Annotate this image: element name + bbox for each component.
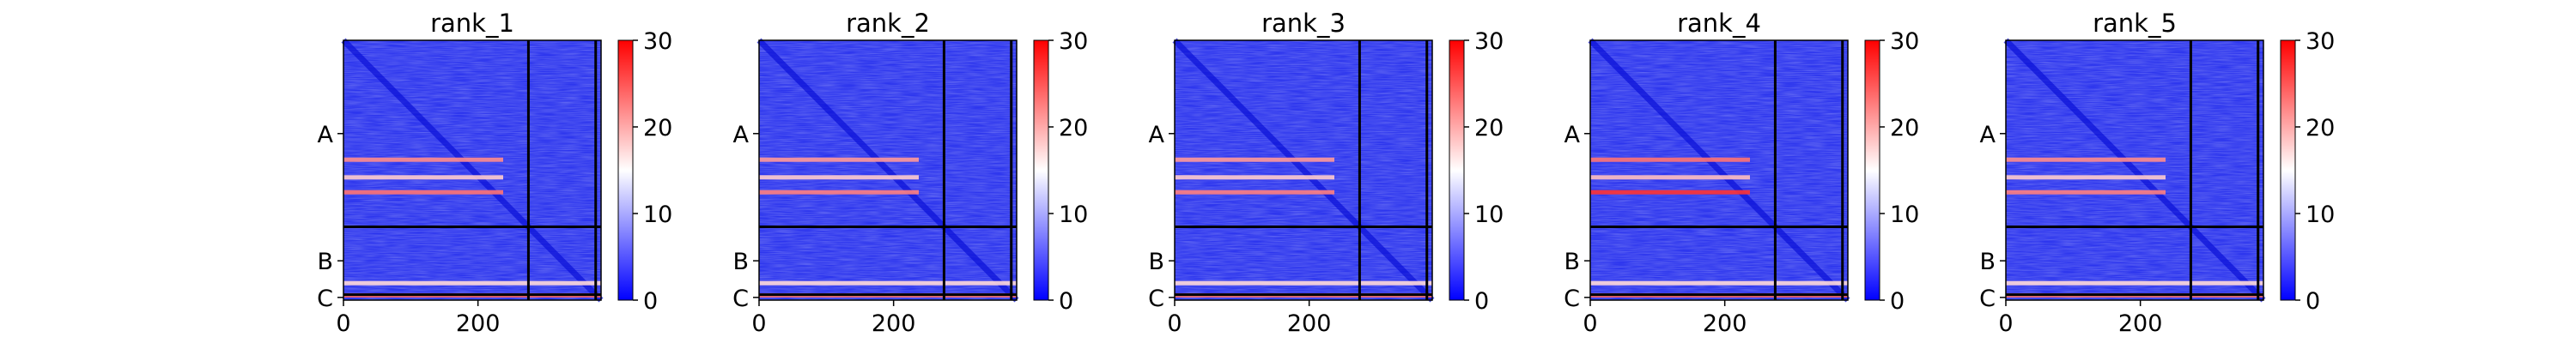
colorbar-tick-label: 0 — [1059, 288, 1073, 315]
hot-streak — [759, 157, 919, 162]
hot-streak — [343, 175, 503, 180]
hot-streak — [1175, 175, 1334, 180]
colorbar — [1033, 39, 1049, 301]
colorbar-tick-label: 0 — [643, 288, 658, 315]
colorbar-tick-label: 10 — [2306, 202, 2335, 228]
y-tick-label: C — [1979, 286, 1996, 312]
hot-streak — [343, 157, 503, 162]
colorbar-tick-label: 10 — [1059, 202, 1088, 228]
colorbar-tick-label: 10 — [1890, 202, 1919, 228]
y-tick-label: B — [1148, 249, 1164, 275]
panel-title: rank_5 — [2093, 9, 2177, 38]
hot-streak — [1175, 157, 1334, 162]
hot-streak — [1175, 280, 1432, 286]
colorbar-tick-label: 20 — [1890, 115, 1919, 141]
x-tick-label: 200 — [1703, 310, 1747, 337]
y-tick-label: A — [733, 122, 750, 148]
hot-streak — [759, 280, 1017, 286]
hot-streak — [759, 175, 919, 180]
hot-streak — [1590, 157, 1750, 162]
colorbar-tick-label: 20 — [1474, 115, 1504, 141]
y-tick-label: B — [1979, 249, 1996, 275]
hot-streak — [2006, 175, 2166, 180]
y-tick-label: C — [1564, 286, 1580, 312]
panel-title: rank_2 — [846, 9, 930, 38]
x-tick-label: 200 — [2118, 310, 2163, 337]
x-tick-label: 0 — [1998, 310, 2013, 337]
hot-streak — [343, 190, 503, 195]
x-tick-label: 0 — [336, 310, 350, 337]
hot-streak — [2006, 157, 2166, 162]
colorbar — [617, 39, 634, 301]
colorbar-tick-label: 30 — [1890, 28, 1919, 55]
heatmap-frame — [758, 39, 1018, 301]
panel-title: rank_3 — [1261, 9, 1346, 38]
hot-streak — [2006, 280, 2263, 286]
y-tick-label: A — [1980, 122, 1996, 148]
diagonal-band — [1588, 38, 1850, 303]
y-tick-label: A — [318, 122, 334, 148]
colorbar — [2280, 39, 2296, 301]
colorbar-tick-label: 0 — [2306, 288, 2320, 315]
x-tick-label: 0 — [1583, 310, 1597, 337]
panel-title: rank_1 — [430, 9, 514, 38]
colorbar-tick-label: 20 — [2306, 115, 2335, 141]
colorbar-tick-label: 10 — [643, 202, 672, 228]
hot-streak — [759, 190, 919, 195]
heatmap-frame — [343, 39, 602, 301]
colorbar-tick-label: 0 — [1474, 288, 1489, 315]
hot-streak — [343, 280, 601, 286]
colorbar-tick-label: 20 — [643, 115, 672, 141]
hot-streak — [1590, 280, 1848, 286]
colorbar-tick-label: 30 — [643, 28, 672, 55]
hot-streak — [1590, 175, 1750, 180]
colorbar — [1864, 39, 1880, 301]
y-tick-label: B — [1564, 249, 1580, 275]
hot-streak — [1590, 190, 1750, 195]
colorbar-tick-label: 10 — [1474, 202, 1504, 228]
diagonal-band — [756, 38, 1019, 303]
x-tick-label: 200 — [456, 310, 501, 337]
y-tick-label: A — [1149, 122, 1165, 148]
y-tick-label: A — [1564, 122, 1581, 148]
diagonal-band — [341, 38, 604, 303]
heatmap-frame — [2005, 39, 2264, 301]
x-tick-label: 0 — [1167, 310, 1182, 337]
y-tick-label: C — [317, 286, 333, 312]
y-tick-label: C — [1148, 286, 1164, 312]
x-tick-label: 200 — [872, 310, 916, 337]
heatmap-frame — [1589, 39, 1849, 301]
y-tick-label: B — [732, 249, 749, 275]
hot-streak — [2006, 190, 2166, 195]
colorbar-tick-label: 20 — [1059, 115, 1088, 141]
hot-streak — [1175, 190, 1334, 195]
diagonal-band — [2003, 38, 2266, 303]
y-tick-label: C — [732, 286, 749, 312]
colorbar-tick-label: 30 — [1059, 28, 1088, 55]
heatmap-frame — [1174, 39, 1433, 301]
colorbar-tick-label: 0 — [1890, 288, 1905, 315]
panel-title: rank_4 — [1677, 9, 1761, 38]
colorbar — [1449, 39, 1465, 301]
colorbar-tick-label: 30 — [2306, 28, 2335, 55]
colorbar-tick-label: 30 — [1474, 28, 1504, 55]
y-tick-label: B — [317, 249, 333, 275]
x-tick-label: 200 — [1287, 310, 1332, 337]
x-tick-label: 0 — [751, 310, 766, 337]
diagonal-band — [1172, 38, 1435, 303]
